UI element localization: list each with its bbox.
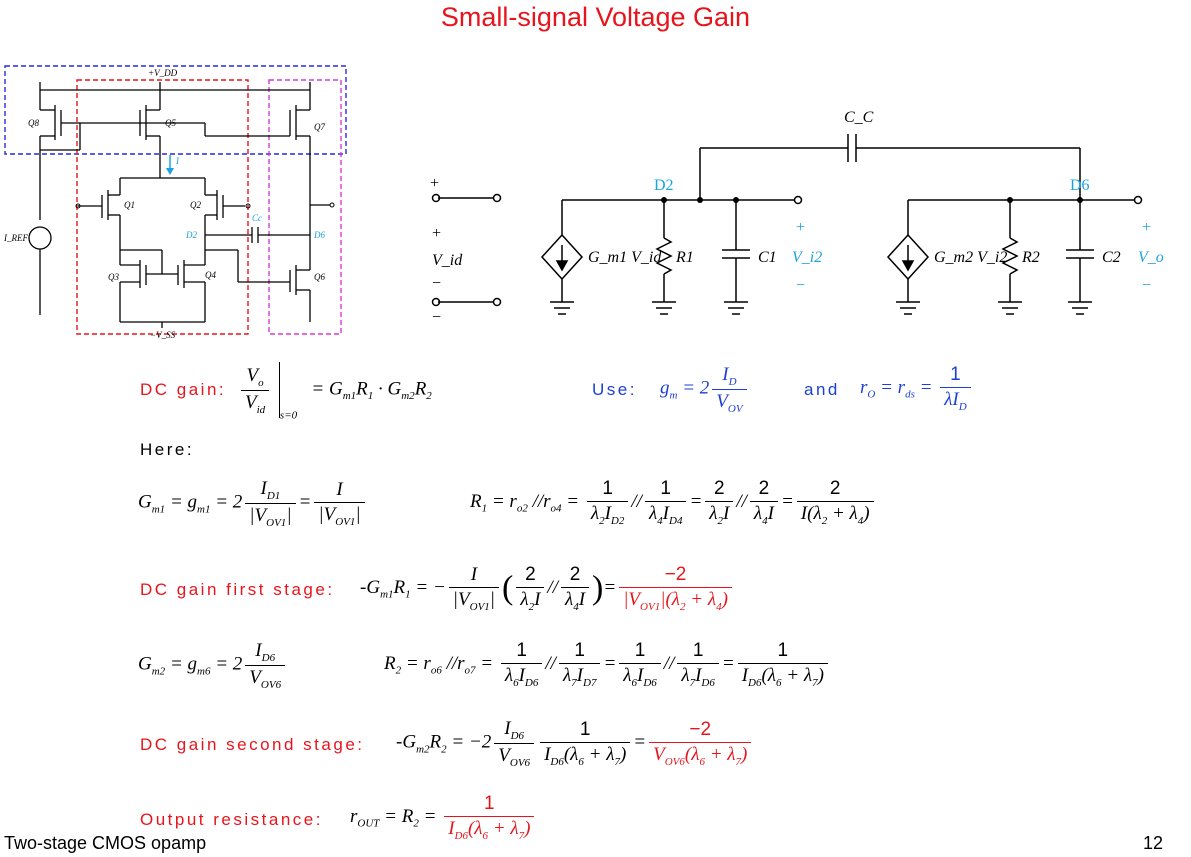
q7-label: Q7 bbox=[314, 122, 325, 132]
r2-label: R2 bbox=[1021, 249, 1040, 266]
ro-definition: rO = rds = 1 λID bbox=[860, 364, 974, 413]
vdd-label: +V_DD bbox=[148, 68, 178, 78]
d6-label: D6 bbox=[313, 230, 325, 240]
vid-label: V_id bbox=[432, 252, 463, 269]
first-stage-equation: -Gm1R1 = − I |VOV1|(2 λ2I//2 λ4I)= −2 |VOV1|(λ… bbox=[360, 564, 735, 613]
page-number: 12 bbox=[1143, 833, 1164, 853]
q5-label: Q5 bbox=[165, 118, 176, 128]
cc-model-label: C_C bbox=[844, 109, 874, 126]
output-resistance-label: Output resistance: bbox=[140, 810, 323, 829]
vo-label: V_o bbox=[1138, 249, 1164, 266]
vi2-label: V_i2 bbox=[792, 249, 822, 266]
svg-text:+: + bbox=[432, 225, 441, 242]
cc-label: Cc bbox=[252, 213, 262, 223]
d2-model-label: D2 bbox=[654, 177, 674, 194]
r1-label: R1 bbox=[675, 249, 694, 266]
dc-gain-label: DC gain: bbox=[140, 380, 227, 399]
q6-label: Q6 bbox=[314, 272, 325, 282]
page-title: Small-signal Voltage Gain bbox=[440, 2, 751, 32]
svg-text:−: − bbox=[432, 275, 441, 292]
and-label: and bbox=[804, 380, 840, 399]
first-stage-label: DC gain first stage: bbox=[140, 580, 335, 599]
gm1-equation: Gm1 = gm1 = 2 ID1 |VOV1| = I |VOV1| bbox=[138, 478, 368, 529]
r1-equation: R1 = ro2 //ro4 = 1 λ2ID2//1 λ4ID4 = 2 λ2I//2 λ… bbox=[470, 478, 877, 527]
q8-label: Q8 bbox=[28, 118, 39, 128]
svg-text:−: − bbox=[432, 309, 441, 326]
gm-definition: gm = 2 ID VOV bbox=[660, 364, 750, 415]
here-label: Here: bbox=[140, 440, 195, 459]
gm1-label: G_m1 V_id bbox=[588, 249, 662, 266]
second-stage-label: DC gain second stage: bbox=[140, 735, 365, 754]
svg-text:+: + bbox=[1142, 219, 1151, 236]
c2-label: C2 bbox=[1102, 249, 1121, 266]
i-label: I bbox=[175, 156, 180, 166]
r2-equation: R2 = ro6 //ro7 = 1 λ6ID6//1 λ7ID7 = 1 λ6ID6//… bbox=[384, 640, 831, 689]
opamp-schematic: +V_DD −V_SS I_REF Q8 Q5 Q7 Q1 Q2 Q3 Q4 Q… bbox=[3, 65, 347, 340]
output-resistance-equation: rOUT = R2 = 1 ID6(λ6 + λ7) bbox=[350, 793, 537, 842]
q2-label: Q2 bbox=[190, 200, 201, 210]
q3-label: Q3 bbox=[108, 272, 119, 282]
d2-label: D2 bbox=[185, 230, 197, 240]
use-label: Use: bbox=[592, 380, 637, 399]
iref-label: I_REF bbox=[3, 233, 28, 243]
footer-title: Two-stage CMOS opamp bbox=[4, 833, 207, 853]
svg-text:−: − bbox=[1142, 277, 1151, 294]
svg-text:+: + bbox=[430, 175, 439, 192]
q4-label: Q4 bbox=[205, 270, 216, 280]
c1-label: C1 bbox=[758, 249, 777, 266]
svg-text:+: + bbox=[796, 219, 805, 236]
gm2-label: G_m2 V_i2 bbox=[934, 249, 1007, 266]
vss-label: −V_SS bbox=[150, 330, 176, 340]
q1-label: Q1 bbox=[124, 200, 135, 210]
second-stage-equation: -Gm2R2 = −2 ID6 VOV6 1 ID6(λ6 + λ7) = −2 VOV6(λ… bbox=[396, 718, 754, 769]
dc-gain-equation: Vo Vid s=0 = Gm1R1 · Gm2R2 bbox=[238, 362, 432, 421]
svg-text:−: − bbox=[796, 277, 805, 294]
small-signal-model: + − + − V_id C_C G_m1 V_id R1 C1 G_m2 V_i2… bbox=[430, 109, 1164, 326]
d6-model-label: D6 bbox=[1070, 177, 1090, 194]
gm2-equation: Gm2 = gm6 = 2 ID6 VOV6 bbox=[138, 640, 288, 691]
